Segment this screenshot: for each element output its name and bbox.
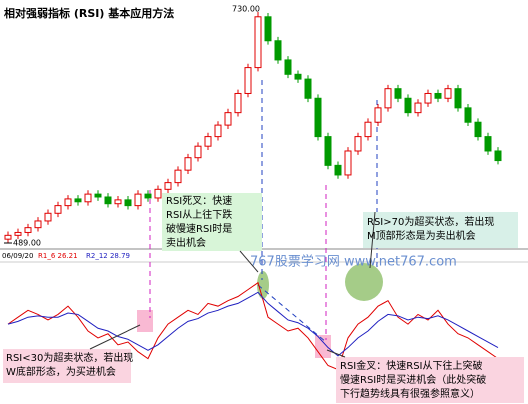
candle-body <box>304 78 312 99</box>
candle-body <box>404 97 412 114</box>
candle-body <box>44 212 52 222</box>
candle-body <box>184 157 192 171</box>
candle-body <box>414 102 422 114</box>
watermark: 767股票学习网 www.net767.com <box>250 254 457 270</box>
candle-body <box>354 136 362 152</box>
rsi-line <box>7 291 499 357</box>
candle-body <box>174 169 182 184</box>
candle-body <box>4 234 12 240</box>
candle-body <box>24 227 32 233</box>
candle-body <box>324 136 332 166</box>
candle-body <box>224 112 232 126</box>
candle-body <box>264 16 272 42</box>
highlight <box>315 335 331 358</box>
candle-body <box>374 107 382 123</box>
highlight <box>345 263 383 301</box>
candle-body <box>204 136 212 147</box>
candle-body <box>394 88 402 99</box>
candle-body <box>484 136 492 152</box>
annotation-text: RSI从上往下跌 <box>166 208 232 221</box>
candle-body <box>244 67 252 94</box>
candle-body <box>54 205 62 214</box>
arrows <box>89 211 376 358</box>
candle-body <box>294 73 302 80</box>
candle-body <box>464 107 472 123</box>
annotation-text: RSI>70为超买状态，若出现 <box>367 215 494 228</box>
candle-body <box>384 88 392 109</box>
annotation-text: 破慢速RSI时是 <box>166 222 232 235</box>
arrow <box>369 211 376 269</box>
candle-body <box>164 182 172 190</box>
marks <box>4 12 502 371</box>
candle-body <box>154 188 162 199</box>
candle-body <box>94 193 102 198</box>
candle-body <box>344 150 352 176</box>
rsi-date: 06/09/20 <box>2 252 33 260</box>
annotation-box <box>162 193 262 251</box>
candle-body <box>314 97 322 138</box>
candle-body <box>64 198 72 207</box>
annotation-text: 卖出机会 <box>166 236 206 249</box>
candle-body <box>474 121 482 138</box>
candle-body <box>274 40 282 61</box>
candle-body <box>284 59 292 75</box>
arrow <box>239 250 259 273</box>
arrow <box>326 349 346 358</box>
rsi-slow-label: R2_12 28.79 <box>86 252 130 260</box>
candle-body <box>434 92 442 99</box>
candle-body <box>494 150 502 162</box>
annotation-text: RSI金叉：快速RSI从下往上突破 <box>340 359 483 372</box>
annotation-box <box>336 357 524 403</box>
annotation-box <box>363 212 518 248</box>
annotation-box <box>3 349 131 383</box>
candle-body <box>124 199 132 207</box>
candle-body <box>134 193 142 207</box>
highlight <box>137 310 153 332</box>
annotation-text: 下行趋势线具有很强参照意义） <box>340 387 480 400</box>
max-label: 730.00 <box>232 5 260 14</box>
candle-body <box>114 199 122 205</box>
candle-body <box>234 92 242 114</box>
candle-body <box>454 88 462 109</box>
candle-body <box>74 198 82 203</box>
rsi-line <box>7 281 499 371</box>
candle-body <box>364 121 372 138</box>
candle-body <box>34 220 42 229</box>
candle-body <box>334 164 342 176</box>
annotation-text: RSI<30为超卖状态，若出现 <box>6 351 133 364</box>
annotation-text: M顶部形态是为卖出机会 <box>367 229 476 242</box>
candle-body <box>84 193 92 203</box>
candle-body <box>194 145 202 159</box>
annotation-text: W底部形态，为买进机会 <box>6 365 116 378</box>
candle-body <box>214 124 222 138</box>
candle-body <box>254 16 262 69</box>
rsi-fast-label: R1_6 26.21 <box>38 252 78 260</box>
annotation-text: RSI死叉：快速 <box>166 195 232 207</box>
arrow <box>89 324 141 350</box>
candle-body <box>14 231 22 236</box>
candle-body <box>424 92 432 104</box>
candle-body <box>444 88 452 99</box>
candle-body <box>104 196 112 205</box>
chart-title: 相对强弱指标 (RSI) 基本应用方法 <box>4 6 174 20</box>
trend-line <box>257 284 327 343</box>
min-label: 489.00 <box>13 239 41 248</box>
candle-body <box>144 193 152 199</box>
annotation-text: 慢速RSI时是买进机会（此处突破 <box>340 373 486 386</box>
